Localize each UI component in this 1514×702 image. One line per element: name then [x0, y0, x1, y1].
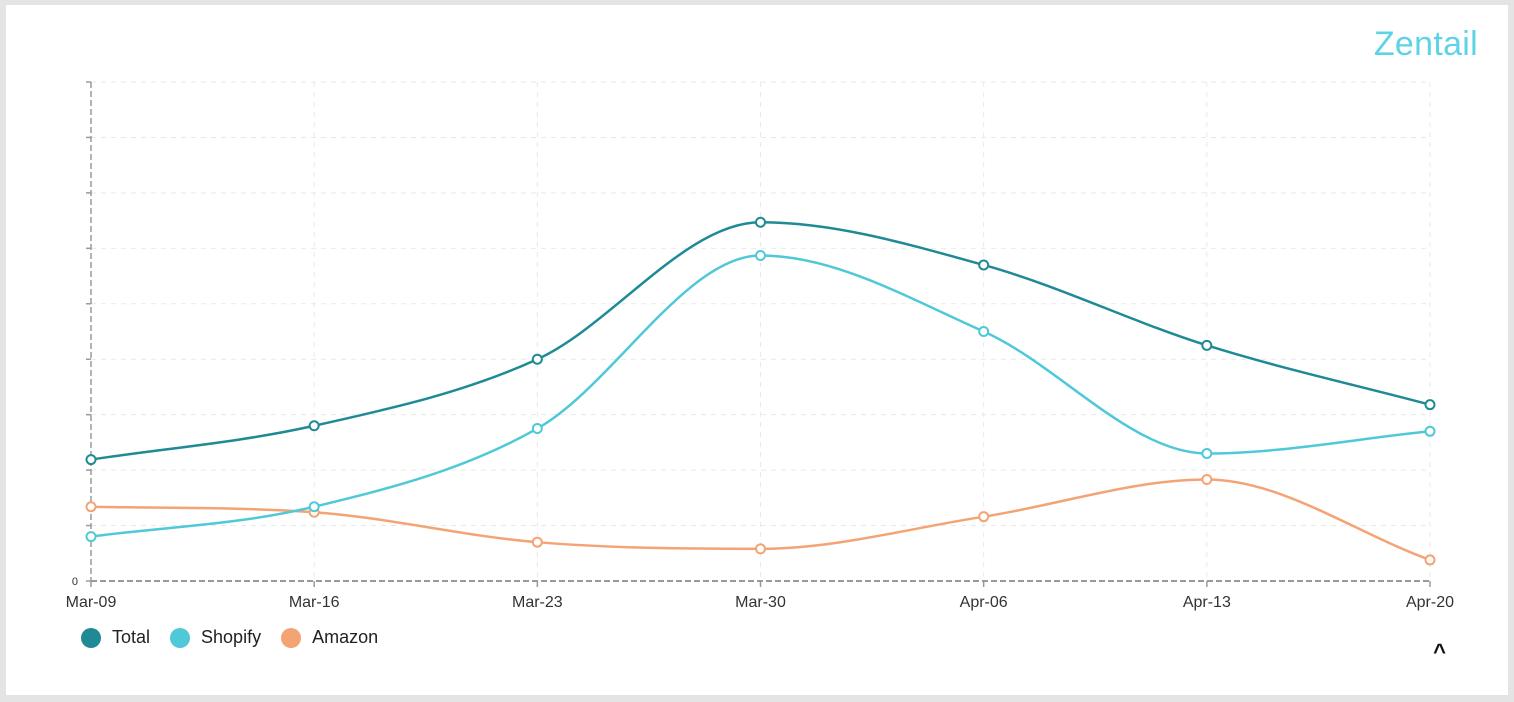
data-point-shopify [755, 250, 766, 262]
data-point-amazon [531, 536, 543, 548]
x-tick-label: Apr-06 [960, 594, 1008, 611]
x-tick-label: Apr-20 [1406, 594, 1454, 611]
x-tick-label: Mar-23 [512, 594, 563, 611]
legend-label-total: Total [112, 627, 151, 647]
data-point-amazon [1201, 474, 1213, 486]
x-tick-label: Apr-13 [1183, 594, 1231, 611]
data-point-amazon [755, 543, 766, 555]
x-tick-label: Mar-16 [289, 594, 340, 611]
data-point-shopify [978, 326, 990, 337]
legend-swatch-total [81, 627, 101, 648]
data-point-amazon [85, 501, 97, 513]
data-point-total [85, 454, 97, 466]
data-point-shopify [85, 531, 97, 543]
data-point-shopify [1201, 447, 1213, 459]
legend-label-amazon: Amazon [312, 627, 379, 647]
brand-logo: Zentail [1373, 25, 1478, 63]
data-point-total [978, 259, 990, 271]
legend-item-shopify[interactable]: Shopify [170, 627, 261, 648]
data-point-shopify [308, 501, 320, 513]
legend-item-total[interactable]: Total [81, 627, 150, 648]
legend-swatch-shopify [170, 627, 191, 648]
data-point-amazon [1424, 554, 1436, 566]
data-point-total [1201, 339, 1213, 351]
legend-label-shopify: Shopify [201, 627, 262, 647]
x-tick-label: Mar-09 [66, 594, 117, 611]
data-point-total [308, 420, 320, 432]
data-point-total [531, 353, 543, 365]
chart-legend: Total Shopify Amazon [81, 627, 378, 648]
y-tick-label: 0 [72, 576, 78, 588]
x-tick-label: Mar-30 [735, 594, 786, 611]
data-point-shopify [531, 423, 543, 435]
data-point-total [1424, 399, 1436, 411]
data-point-amazon [978, 511, 990, 523]
legend-item-amazon[interactable]: Amazon [281, 627, 378, 648]
legend-swatch-amazon [281, 627, 302, 648]
chevron-up-icon[interactable]: ^ [1433, 639, 1446, 664]
data-point-total [755, 216, 766, 228]
data-point-shopify [1424, 425, 1436, 437]
chart-card: Zentail 0 Mar-09 Mar-16 Mar-23 Mar-30 Apr-06 A… [6, 5, 1508, 695]
line-chart: 0 Mar-09 Mar-16 Mar-23 Mar-30 Apr-06 Apr-13 Apr… [66, 81, 1454, 611]
